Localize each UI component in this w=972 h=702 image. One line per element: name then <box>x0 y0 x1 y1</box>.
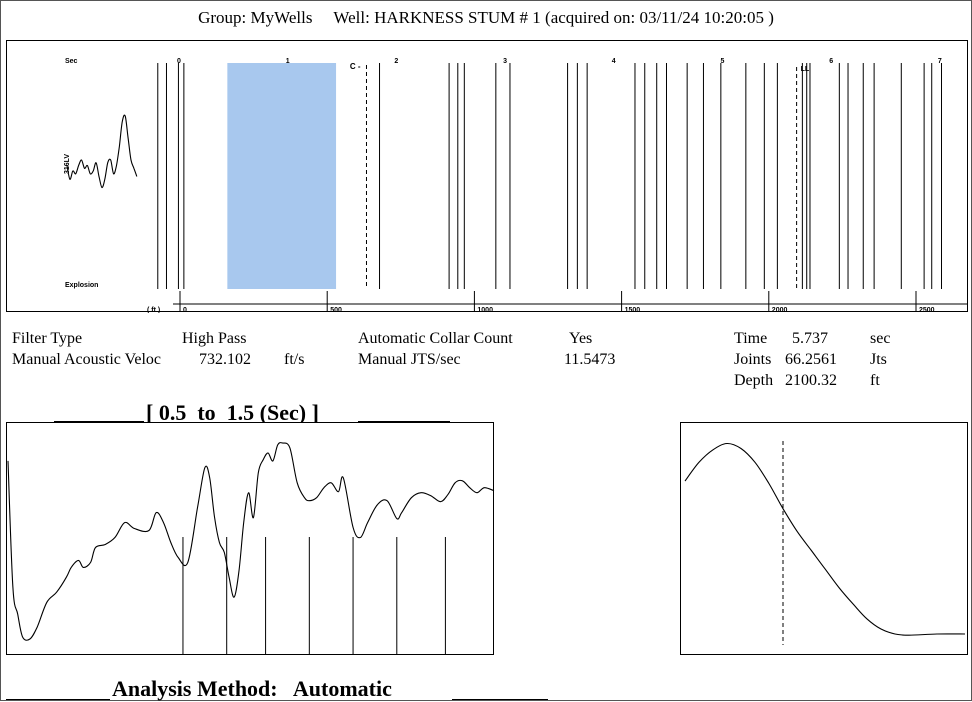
ft-tick-label: 0 <box>183 307 187 313</box>
amplitude-label: 316LV <box>64 154 71 174</box>
sec-tick-label: 7 <box>938 58 942 65</box>
manual-jts-value: 11.5473 <box>564 351 616 368</box>
window-trace <box>7 442 495 641</box>
ft-tick-label: 500 <box>330 307 342 313</box>
marker-ll-label: LL <box>801 66 810 73</box>
window-title-rule-left <box>54 421 144 422</box>
group-name: MyWells <box>250 8 313 27</box>
time-label: Time <box>734 330 768 347</box>
autocorrelation-chart[interactable] <box>681 423 969 656</box>
analysis-rule-right <box>452 699 548 700</box>
well-label: Well: <box>333 8 370 27</box>
joints-value: 66.2561 <box>785 351 837 368</box>
time-unit: sec <box>870 330 891 347</box>
manual-velocity-label: Manual Acoustic Veloc <box>12 351 162 368</box>
overview-chart[interactable]: Sec 0 1 2 3 4 5 6 7 316LV Explosion ( ft ) 0 500 1000 1… <box>7 41 969 313</box>
depth-unit: ft <box>870 372 880 389</box>
overview-trace <box>66 114 138 189</box>
autocorrelation-panel[interactable] <box>680 422 968 655</box>
manual-jts-label: Manual JTS/sec <box>358 351 461 368</box>
auto-collar-value: Yes <box>569 330 593 347</box>
sec-tick-label: 5 <box>721 58 725 65</box>
filter-type-value: High Pass <box>182 330 247 347</box>
sec-tick-label: 6 <box>829 58 833 65</box>
group-label: Group: <box>198 8 247 27</box>
window-title: [ 0.5 to 1.5 (Sec) ] <box>146 400 319 425</box>
time-value: 5.737 <box>792 330 828 347</box>
depth-value: 2100.32 <box>785 372 837 389</box>
joints-unit: Jts <box>870 351 887 368</box>
analysis-method: Analysis Method: Automatic <box>112 676 392 701</box>
window-chart[interactable] <box>7 423 495 656</box>
acquired-timestamp: (acquired on: 03/11/24 10:20:05 ) <box>545 8 774 27</box>
depth-label: Depth <box>734 372 774 389</box>
sec-axis-label: Sec <box>65 58 78 65</box>
sec-tick-label: 2 <box>394 58 398 65</box>
manual-velocity-unit: ft/s <box>284 351 305 368</box>
sec-tick-label: 0 <box>177 58 181 65</box>
well-name: HARKNESS STUM # 1 <box>374 8 541 27</box>
auto-collar-label: Automatic Collar Count <box>358 330 513 347</box>
ft-tick-label: 2500 <box>919 307 935 313</box>
window-chart-panel[interactable] <box>6 422 495 656</box>
manual-velocity-value: 732.102 <box>199 351 251 368</box>
ft-tick-label: 1500 <box>625 307 641 313</box>
filter-type-label: Filter Type <box>12 330 83 347</box>
sec-tick-label: 1 <box>286 58 290 65</box>
sec-tick-label: 4 <box>612 58 616 65</box>
highlight-window <box>227 63 337 289</box>
overview-chart-panel[interactable]: Sec 0 1 2 3 4 5 6 7 316LV Explosion ( ft ) 0 500 1000 1… <box>6 40 969 313</box>
ft-tick-label: 1000 <box>477 307 493 313</box>
ft-unit-label: ( ft ) <box>147 307 160 313</box>
analysis-rule-left <box>6 699 110 700</box>
marker-c-label: C - <box>350 62 361 71</box>
window-title-rule-right <box>358 421 450 422</box>
explosion-label: Explosion <box>65 282 98 289</box>
autocorrelation-curve <box>684 442 966 636</box>
sec-tick-label: 3 <box>503 58 507 65</box>
header: Group: MyWells Well: HARKNESS STUM # 1 (… <box>0 8 972 28</box>
ft-tick-label: 2000 <box>772 307 788 313</box>
joints-label: Joints <box>734 351 772 368</box>
